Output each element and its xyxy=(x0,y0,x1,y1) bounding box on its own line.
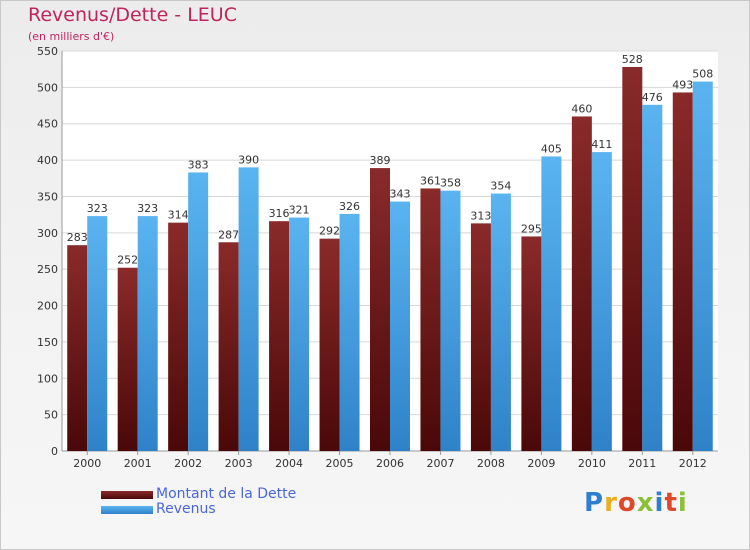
bar-revenus xyxy=(238,167,259,451)
x-tick-label: 2008 xyxy=(477,457,505,470)
bar-dette xyxy=(269,221,290,451)
bar-revenus xyxy=(390,201,410,451)
x-tick-label: 2003 xyxy=(225,457,253,470)
logo-letter: P xyxy=(584,488,605,518)
data-label-dette: 313 xyxy=(470,209,491,222)
x-tick-label: 2000 xyxy=(73,457,101,470)
y-tick-label: 450 xyxy=(37,118,58,131)
data-label-revenus: 323 xyxy=(137,202,158,215)
data-label-revenus: 354 xyxy=(490,180,511,193)
x-tick-label: 2009 xyxy=(527,457,555,470)
bar-revenus xyxy=(440,190,461,452)
x-tick-label: 2011 xyxy=(628,457,656,470)
x-tick-label: 2007 xyxy=(426,457,454,470)
data-label-dette: 389 xyxy=(370,154,391,167)
x-tick-label: 2005 xyxy=(326,457,354,470)
bar-revenus xyxy=(591,152,612,451)
bar-dette xyxy=(470,223,491,451)
bar-revenus xyxy=(289,217,310,451)
x-tick-label: 2012 xyxy=(679,457,707,470)
data-label-dette: 283 xyxy=(67,231,88,244)
data-label-revenus: 476 xyxy=(642,91,663,104)
x-tick-label: 2004 xyxy=(275,457,303,470)
data-label-dette: 493 xyxy=(672,78,693,91)
y-tick-label: 350 xyxy=(37,190,58,203)
legend-label-dette: Montant de la Dette xyxy=(156,486,297,502)
bar-dette xyxy=(420,188,441,452)
bar-dette xyxy=(319,238,340,451)
chart-title: Revenus/Dette - LEUC xyxy=(28,4,237,26)
y-tick-label: 100 xyxy=(37,372,58,385)
legend-label-revenus: Revenus xyxy=(156,501,216,517)
data-label-revenus: 390 xyxy=(238,153,259,166)
legend-swatch-revenus xyxy=(101,506,153,514)
bar-dette xyxy=(370,168,390,451)
logo-letter: i xyxy=(677,488,688,518)
bar-revenus xyxy=(339,213,360,451)
y-tick-label: 200 xyxy=(37,300,58,313)
bar-dette xyxy=(521,236,542,451)
y-tick-label: 150 xyxy=(37,336,58,349)
bar-revenus xyxy=(692,81,713,451)
data-label-revenus: 321 xyxy=(289,204,310,217)
data-label-dette: 528 xyxy=(622,53,643,66)
bar-dette xyxy=(622,67,643,451)
bar-dette xyxy=(571,116,592,452)
data-label-dette: 292 xyxy=(319,225,340,238)
y-tick-label: 0 xyxy=(51,445,58,458)
bar-revenus xyxy=(137,216,158,451)
bar-dette xyxy=(218,242,239,451)
legend-swatch-dette xyxy=(101,491,153,499)
logo-letter: t xyxy=(664,488,678,518)
data-label-revenus: 508 xyxy=(692,68,713,81)
bar-revenus xyxy=(490,193,511,451)
bar-dette xyxy=(67,245,88,451)
logo-letter: r xyxy=(604,488,618,518)
data-label-revenus: 383 xyxy=(188,158,209,171)
data-label-dette: 252 xyxy=(117,254,138,267)
proxiti-logo: Proxiti xyxy=(584,488,688,518)
logo-letter: i xyxy=(654,488,665,518)
data-label-revenus: 326 xyxy=(339,200,360,213)
x-tick-label: 2001 xyxy=(124,457,152,470)
y-tick-label: 250 xyxy=(37,263,58,276)
data-label-revenus: 405 xyxy=(541,142,562,155)
bar-dette xyxy=(168,222,189,451)
data-label-dette: 295 xyxy=(521,222,542,235)
y-tick-label: 300 xyxy=(37,227,58,240)
data-label-dette: 460 xyxy=(571,102,592,115)
logo-letter: x xyxy=(636,488,655,518)
bar-revenus xyxy=(188,172,209,452)
data-label-revenus: 323 xyxy=(87,202,108,215)
data-label-revenus: 411 xyxy=(591,138,612,151)
chart-subtitle: (en milliers d'€) xyxy=(28,30,115,43)
bar-revenus xyxy=(642,104,663,452)
x-tick-label: 2010 xyxy=(578,457,606,470)
y-tick-label: 50 xyxy=(44,409,58,422)
bar-revenus xyxy=(541,156,562,452)
y-tick-label: 550 xyxy=(37,45,58,58)
y-tick-label: 500 xyxy=(37,81,58,94)
bar-revenus xyxy=(87,216,108,451)
y-tick-label: 400 xyxy=(37,154,58,167)
bar-dette xyxy=(672,92,693,452)
data-label-dette: 314 xyxy=(168,209,189,222)
bar-dette xyxy=(117,267,138,451)
data-label-dette: 316 xyxy=(269,207,290,220)
logo-letter: o xyxy=(617,488,637,518)
data-label-dette: 361 xyxy=(420,174,441,187)
data-label-revenus: 343 xyxy=(390,188,411,201)
x-tick-label: 2002 xyxy=(174,457,202,470)
data-label-dette: 287 xyxy=(218,228,239,241)
x-tick-label: 2006 xyxy=(376,457,404,470)
data-label-revenus: 358 xyxy=(440,177,461,190)
